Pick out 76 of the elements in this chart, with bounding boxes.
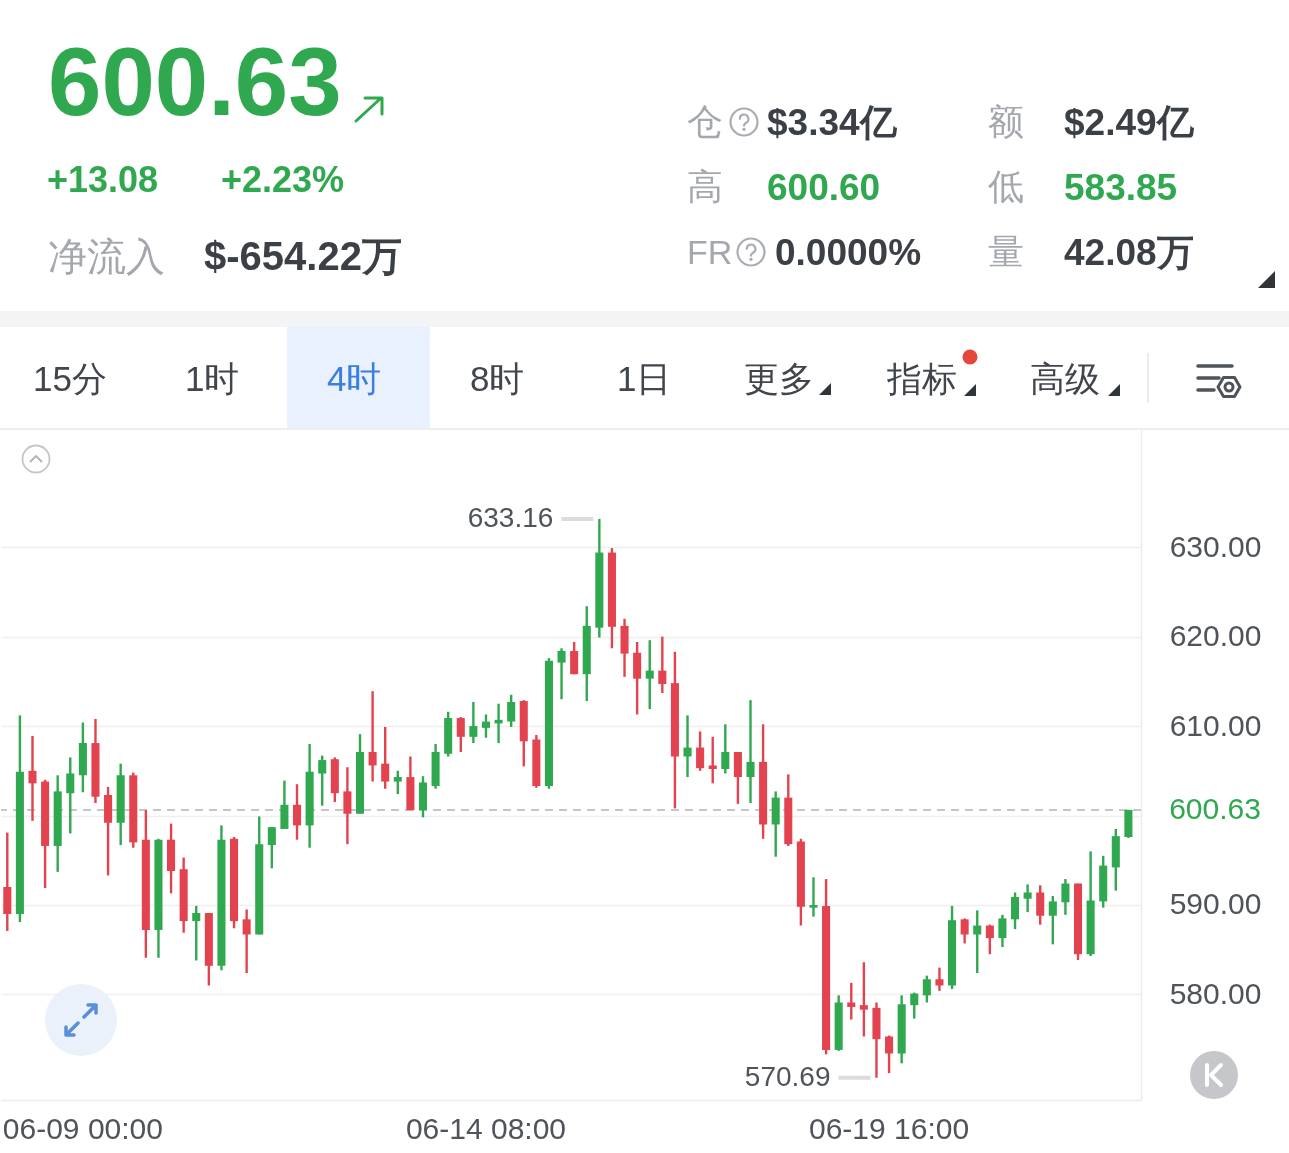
candlestick bbox=[381, 725, 390, 790]
candlestick bbox=[658, 635, 667, 695]
candlestick bbox=[393, 769, 402, 796]
text: 仓 bbox=[687, 101, 723, 142]
text: +13.08 bbox=[47, 159, 159, 200]
candlestick bbox=[960, 917, 969, 945]
candlestick bbox=[721, 723, 730, 775]
text: 1时 bbox=[185, 358, 240, 398]
candlestick bbox=[1023, 883, 1032, 914]
candlestick bbox=[66, 756, 75, 835]
text: 0.0000% bbox=[775, 231, 922, 273]
y-tick-label: 620.00 bbox=[1169, 619, 1262, 653]
candlestick bbox=[885, 1034, 894, 1075]
text: 600.60 bbox=[767, 166, 881, 208]
candlestick bbox=[28, 734, 37, 823]
candlestick bbox=[1011, 891, 1020, 931]
candlestick bbox=[507, 693, 516, 729]
y-tick-label: 630.00 bbox=[1169, 529, 1262, 563]
candlestick bbox=[192, 904, 201, 962]
text: 更多 bbox=[744, 358, 814, 398]
candlestick bbox=[809, 876, 818, 918]
x-tick-label: 06-09 00:00 bbox=[2, 1111, 163, 1145]
y-tick-label: 580.00 bbox=[1169, 976, 1262, 1010]
candlestick bbox=[985, 923, 994, 956]
candlestick bbox=[746, 698, 755, 805]
text: 4时 bbox=[327, 358, 382, 398]
candlestick bbox=[1061, 877, 1070, 917]
candlestick bbox=[847, 981, 856, 1021]
text: 600.63 bbox=[48, 28, 342, 135]
text: FR bbox=[687, 233, 733, 271]
x-tick-label: 06-19 16:00 bbox=[809, 1111, 970, 1145]
text: $-654.22万 bbox=[204, 234, 402, 278]
text: 15分 bbox=[33, 358, 107, 398]
text: 1日 bbox=[617, 358, 672, 398]
text: 净流入 bbox=[48, 234, 165, 278]
annotation: 633.16 bbox=[467, 501, 554, 533]
candlestick bbox=[570, 640, 579, 676]
text: 高 bbox=[687, 166, 723, 207]
text: 高级 bbox=[1030, 358, 1100, 398]
text: 量 bbox=[988, 231, 1024, 272]
text: $2.49亿 bbox=[1064, 101, 1194, 143]
text: +2.23% bbox=[221, 159, 345, 200]
candlestick bbox=[242, 908, 251, 975]
candlestick bbox=[708, 735, 717, 785]
candlestick bbox=[998, 913, 1007, 949]
candlestick bbox=[557, 647, 566, 701]
candlestick bbox=[922, 974, 931, 1004]
x-tick-label: 06-14 08:00 bbox=[405, 1111, 567, 1145]
candlestick bbox=[910, 991, 919, 1020]
candlestick bbox=[481, 713, 490, 739]
candlestick bbox=[973, 909, 982, 975]
candlestick bbox=[683, 714, 692, 779]
candlestick bbox=[456, 715, 465, 754]
text: 额 bbox=[988, 101, 1024, 142]
annotation: 570.69 bbox=[744, 1060, 831, 1092]
ref-line-label: 600.63 bbox=[1169, 791, 1261, 825]
y-tick-label: 590.00 bbox=[1169, 887, 1262, 921]
candlestick bbox=[645, 639, 654, 711]
candlestick bbox=[368, 690, 377, 783]
candlestick bbox=[318, 754, 327, 807]
candlestick bbox=[1048, 894, 1057, 946]
text: 指标 bbox=[887, 358, 957, 398]
text: $3.34亿 bbox=[767, 101, 897, 143]
y-tick-label: 610.00 bbox=[1169, 708, 1262, 742]
text: 低 bbox=[988, 166, 1024, 207]
text: 42.08万 bbox=[1064, 231, 1194, 273]
candlestick bbox=[696, 730, 705, 773]
text: 583.85 bbox=[1064, 166, 1178, 208]
candlestick bbox=[469, 700, 478, 745]
text: 8时 bbox=[470, 358, 525, 398]
candlestick bbox=[267, 825, 276, 870]
candlestick bbox=[343, 766, 352, 846]
candlestick bbox=[1036, 884, 1045, 926]
candlestick bbox=[292, 783, 302, 841]
candlestick bbox=[935, 966, 944, 993]
candlestick bbox=[859, 961, 868, 1038]
